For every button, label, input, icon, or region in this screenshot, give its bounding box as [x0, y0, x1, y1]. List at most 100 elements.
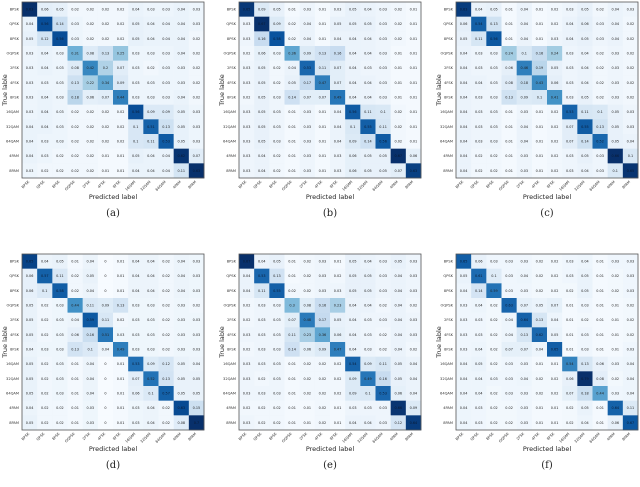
heatmap-cell: [284, 254, 300, 269]
heatmap-cell: [128, 400, 144, 416]
heatmap-cell: [113, 356, 129, 372]
heatmap-cell: [547, 148, 563, 164]
cell-value: 0.57: [162, 392, 170, 396]
heatmap-cell: [314, 163, 331, 179]
cell-value: 0.04: [303, 37, 311, 41]
cell-value: 0.09: [319, 348, 327, 352]
heatmap-cell: [67, 163, 83, 179]
y-tick-label: 8PAM: [226, 169, 236, 173]
heatmap-cell: [486, 342, 502, 357]
cell-value: 0.1: [42, 289, 47, 293]
cell-value: 0.03: [490, 140, 498, 144]
cell-value: 0.03: [596, 154, 604, 158]
cell-value: 0.11: [627, 406, 635, 410]
cell-value: 0.03: [475, 333, 483, 337]
heatmap-cell: [143, 119, 159, 135]
heatmap-cell: [360, 386, 376, 401]
cell-value: 0.57: [41, 274, 49, 278]
y-tick-label: 8FSK: [227, 348, 237, 352]
heatmap-cell: [592, 119, 608, 135]
cell-value: 0.02: [505, 421, 513, 425]
cell-value: 0.03: [475, 421, 483, 425]
heatmap-cell: [622, 16, 639, 32]
heatmap-cell: [239, 46, 255, 61]
heatmap-cell: [82, 327, 99, 343]
cell-value: 0.01: [596, 304, 604, 308]
heatmap-cell: [360, 46, 376, 61]
heatmap-cell: [607, 312, 624, 328]
y-tick-label: BPSK: [444, 260, 454, 264]
cell-value: 0.02: [319, 377, 327, 381]
cell-value: 0.03: [520, 362, 528, 366]
cell-value: 0.04: [460, 81, 468, 85]
cell-value: 0.44: [71, 304, 79, 308]
heatmap-cell: [82, 104, 99, 120]
cell-value: 0.01: [596, 406, 604, 410]
y-tick-label: QPSK: [9, 274, 19, 278]
cell-value: 0.04: [611, 8, 619, 12]
x-tick-label: 8PSK: [51, 179, 61, 189]
y-tick-label: 2FSK: [227, 318, 237, 322]
heatmap-cell: [254, 148, 270, 164]
cell-value: 0.05: [349, 8, 357, 12]
cell-value: 0.03: [566, 81, 574, 85]
heatmap-cell: [97, 148, 114, 164]
cell-value: 0.03: [520, 154, 528, 158]
x-tick-label: BPSK: [455, 431, 465, 441]
heatmap-cell: [622, 31, 639, 47]
heatmap-cell: [345, 75, 361, 91]
cell-value: 0.03: [334, 289, 342, 293]
cell-value: 0.02: [596, 8, 604, 12]
cell-value: 0.19: [536, 66, 544, 70]
cell-value: 0.11: [177, 169, 185, 173]
heatmap-cell: [516, 342, 533, 357]
heatmap-cell: [97, 312, 114, 328]
cell-value: 0.09: [162, 110, 170, 114]
y-tick-label: 16QAM: [223, 110, 236, 114]
cell-value: 0.01: [536, 125, 544, 129]
heatmap-cell: [113, 104, 129, 120]
heatmap-cell: [113, 298, 129, 313]
cell-value: 0.07: [566, 125, 574, 129]
cell-value: 0.03: [611, 392, 619, 396]
cell-value: 0.04: [132, 289, 140, 293]
heatmap-cell: [37, 312, 53, 328]
heatmap-cell: [471, 283, 487, 299]
cell-value: 0.03: [611, 52, 619, 56]
heatmap-cell: [67, 31, 83, 47]
x-tick-label: BPSK: [238, 431, 248, 441]
cell-value: 0.05: [273, 8, 281, 12]
cell-value: 0.36: [288, 52, 296, 56]
heatmap-cell: [547, 90, 563, 105]
cell-value: 0.01: [611, 304, 619, 308]
heatmap-cell: [456, 163, 472, 179]
cell-value: 0.05: [394, 260, 402, 264]
cell-value: 0.55: [273, 289, 281, 293]
cell-value: 0.03: [243, 333, 251, 337]
heatmap-cell: [299, 298, 316, 313]
cell-value: 0.04: [410, 377, 418, 381]
heatmap-cell: [501, 371, 517, 387]
heatmap-cell: [607, 60, 624, 76]
cell-value: 0.02: [566, 406, 574, 410]
cell-value: 0.02: [551, 110, 559, 114]
heatmap-cell: [97, 134, 114, 149]
cell-value: 0.04: [41, 260, 49, 264]
heatmap-cell: [188, 119, 205, 135]
cell-value: 0.01: [117, 377, 125, 381]
heatmap-cell: [299, 356, 316, 372]
cell-value: 0.03: [86, 406, 94, 410]
heatmap-cell: [269, 342, 285, 357]
heatmap-cell: [128, 75, 144, 91]
cell-value: 0.06: [460, 22, 468, 26]
heatmap-cell: [345, 163, 361, 179]
cell-value: 0.03: [56, 318, 64, 322]
cell-value: 0.01: [319, 22, 327, 26]
heatmap-cell: [562, 104, 578, 120]
heatmap-cell: [501, 342, 517, 357]
cell-value: 0.01: [71, 377, 79, 381]
cell-value: 0.03: [475, 52, 483, 56]
x-tick-label: 32QAM: [357, 432, 369, 444]
heatmap-cell: [113, 371, 129, 387]
heatmap-cell: [82, 283, 99, 299]
